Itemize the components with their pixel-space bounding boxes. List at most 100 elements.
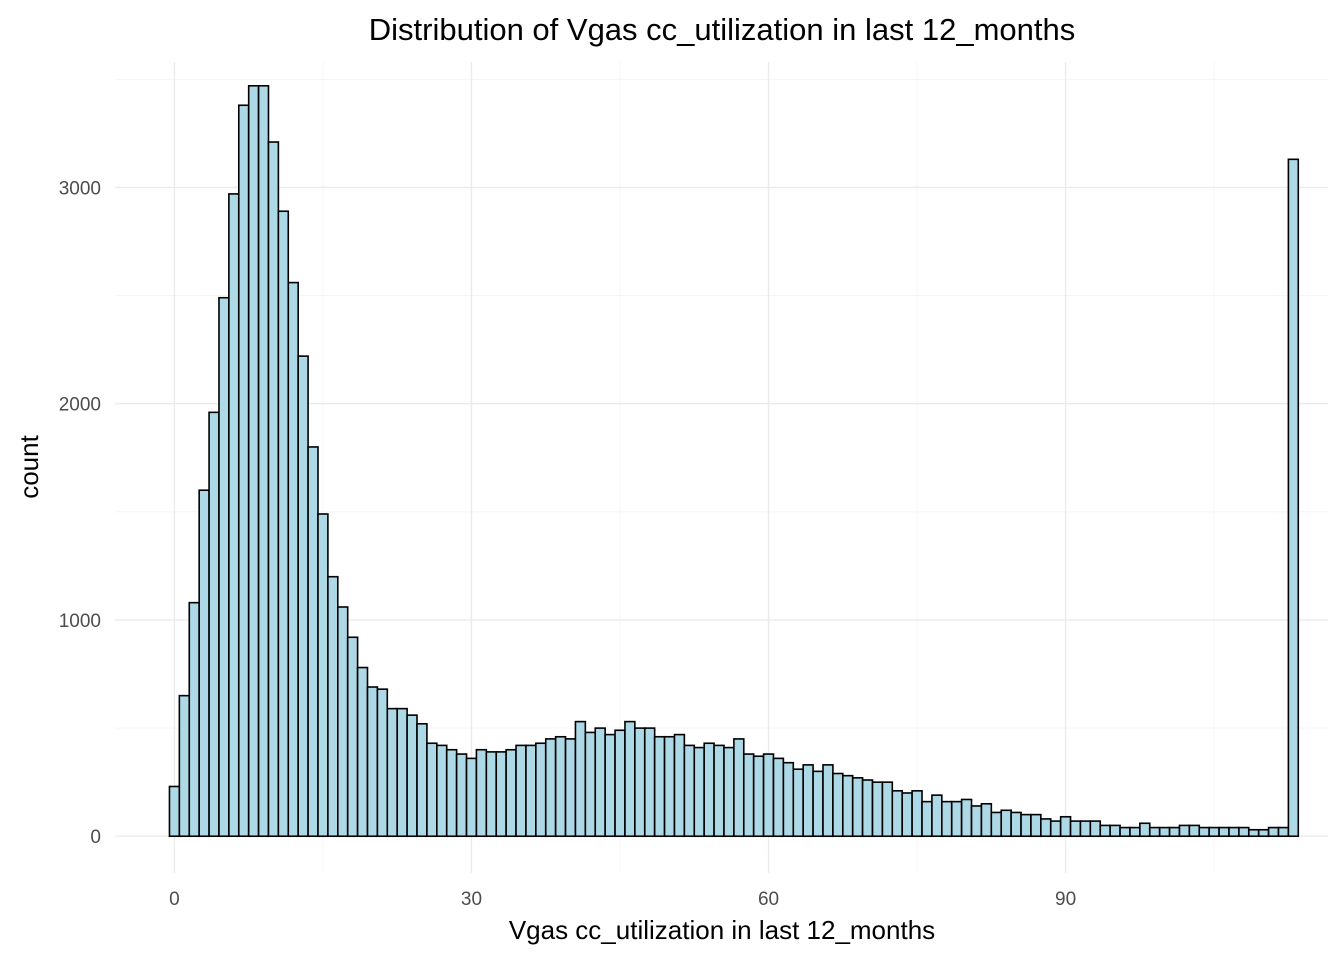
histogram-bar [188,601,200,838]
histogram-bar [1168,826,1181,838]
histogram-bar [515,744,527,838]
y-axis-title: count [14,434,44,498]
histogram-bar [247,84,260,838]
histogram-bar [980,802,993,838]
histogram-bar [455,753,468,838]
histogram-bar [1198,826,1210,838]
histogram-bar [1257,828,1270,838]
histogram-bar [336,606,349,838]
histogram-bar [1069,820,1082,838]
histogram-bar [544,738,557,838]
histogram-bar [881,781,894,838]
histogram-bar [554,735,567,838]
histogram-bar [168,785,181,838]
histogram-bar [1139,822,1151,838]
histogram-bar [426,742,438,838]
histogram-bar [693,746,705,838]
histogram-bar [812,770,824,838]
histogram-bar [792,768,804,838]
histogram-bar [624,720,636,838]
histogram-bar [733,738,745,838]
histogram-bar [1287,158,1300,838]
histogram-bar [703,742,715,838]
histogram-bar [1000,809,1012,838]
histogram-bar [535,742,547,838]
histogram-bar [1040,818,1052,838]
histogram-bar [960,798,973,838]
histogram-bar [307,446,319,838]
histogram-bar [832,772,844,838]
histogram-bar [406,714,418,838]
histogram-bar [941,800,953,838]
histogram-bar [634,727,646,838]
histogram-bar [465,757,478,838]
histogram-bar [841,774,854,838]
axis-tick-labels: 0 30 60 90 0 1000 2000 3000 [59,178,1076,910]
histogram-bar [376,688,389,838]
x-tick-label: 30 [461,889,482,910]
histogram-bar [356,666,369,838]
histogram-bar [396,707,408,838]
histogram-bar [871,781,884,838]
histogram-bar [1109,824,1121,838]
histogram-bar [1218,826,1230,838]
histogram-bar [911,790,923,838]
histogram-bar [1010,811,1022,838]
histogram-bar [663,735,676,838]
chart-title: Distribution of Vgas cc_utilization in l… [369,12,1075,47]
histogram-bar [822,764,834,838]
histogram-bar [485,751,498,838]
histogram-bar [1228,826,1240,838]
y-tick-label: 3000 [59,178,101,199]
histogram-bar [1267,826,1280,838]
histogram-bar [782,761,795,838]
histogram-bar [436,744,448,838]
histogram-bar [346,636,359,838]
histogram-bar [257,84,270,838]
x-axis-title: Vgas cc_utilization in last 12_months [509,915,935,945]
histogram-bar [317,513,329,838]
histogram-bar [237,104,250,838]
histogram-bar [386,707,399,838]
histogram-bar [653,735,666,838]
histogram-bar [218,296,230,838]
histogram-bar [416,722,428,838]
histogram-bar [802,764,814,838]
histogram-bar [931,794,943,838]
histogram-bar [228,193,240,838]
histogram-bar [594,727,606,838]
histogram-bar [505,748,517,838]
histogram-bar [861,779,874,838]
histogram-bar [525,744,537,838]
histogram-bar [564,738,577,838]
y-tick-label: 0 [90,827,101,848]
histogram-bar [604,733,616,838]
histogram-bar [1148,826,1161,838]
y-tick-label: 2000 [59,395,101,416]
histogram-bar [1079,820,1092,838]
histogram-bar [772,757,785,838]
histogram-bar [990,811,1003,838]
histogram-bar [178,694,191,838]
histogram-bar [475,748,488,838]
histogram-bar [584,731,597,838]
histogram-bar [198,489,210,838]
histogram-bar [614,729,626,838]
histogram-bar [891,790,904,838]
histogram-bar [1238,826,1250,838]
histogram-bar [950,800,963,838]
histogram-bar [1049,820,1062,838]
y-tick-label: 1000 [59,611,101,632]
histogram-bar [1178,824,1191,838]
histogram-bar [495,751,507,838]
histogram-bar [901,792,913,838]
histogram-bar [1030,813,1042,838]
histogram-bar [713,744,725,838]
histogram-bar [1119,826,1131,838]
histogram-bar [1129,826,1141,838]
histogram-bar [643,727,656,838]
histogram-bar [267,141,280,838]
x-tick-label: 90 [1055,889,1076,910]
histogram-bar [366,686,379,838]
histogram-bar [297,355,309,838]
